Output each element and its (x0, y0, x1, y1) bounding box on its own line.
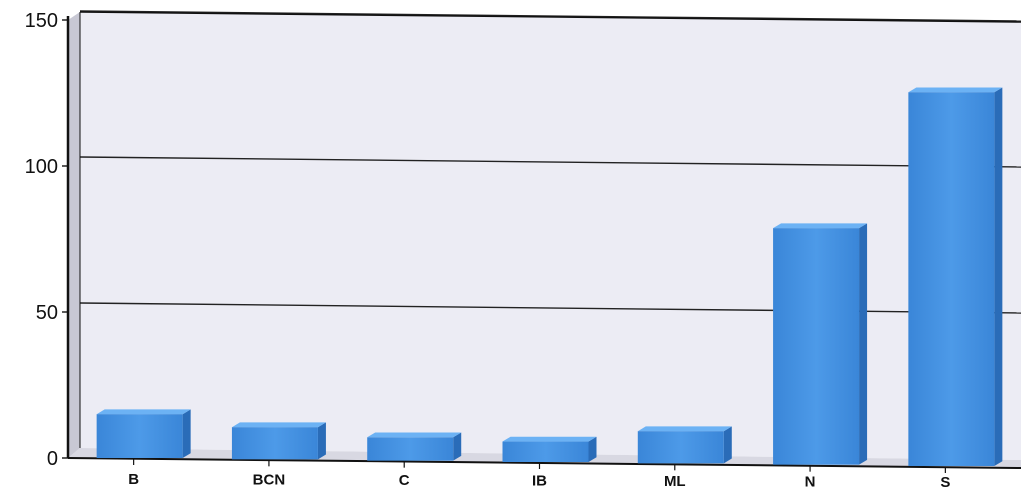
x-tick-label-N: N (805, 474, 816, 491)
bar-ML (637, 426, 732, 464)
x-axis-line (67, 457, 1021, 469)
x-tick-label-C: C (399, 472, 410, 489)
bar-B (96, 409, 191, 458)
y-tick-label: 100 (25, 156, 58, 178)
plot-back-wall (80, 12, 1021, 460)
bar-side (859, 223, 868, 465)
gridline (79, 10, 1021, 22)
x-tick-label-IB: IB (532, 473, 547, 490)
bar-BCN (231, 422, 326, 460)
bar-front (908, 92, 995, 467)
bar-front (367, 437, 454, 461)
bar-top (773, 223, 868, 229)
bar-IB (502, 436, 597, 462)
bar-C (367, 432, 462, 461)
y-tick-label: 150 (25, 10, 58, 32)
bar-top (96, 409, 191, 415)
bar-side (723, 426, 732, 464)
bar-side (588, 436, 597, 462)
x-tick-label-BCN: BCN (253, 472, 286, 489)
gridline (79, 156, 1021, 168)
bar-top (502, 436, 597, 442)
bar-front (773, 228, 860, 465)
x-tick-label-B: B (128, 471, 139, 488)
y-tick-label: 0 (47, 448, 58, 470)
x-tick-label-S: S (940, 474, 950, 491)
bar-front (96, 414, 183, 458)
bar-top (231, 422, 326, 428)
bar-side (317, 422, 326, 460)
bar-front (502, 441, 589, 462)
bar-side (453, 432, 462, 461)
bar-top (637, 426, 732, 432)
bar-front (231, 427, 318, 460)
y-tick-label: 50 (36, 302, 58, 324)
x-tick-label-ML: ML (664, 473, 686, 490)
bar-top (367, 432, 462, 438)
bar-N (773, 223, 868, 465)
plot-top-edge (79, 11, 1021, 23)
bar-side (182, 409, 191, 458)
plot-side-wall (68, 12, 80, 458)
bar-front (637, 431, 724, 464)
bar-S (908, 87, 1003, 467)
bar-top (908, 87, 1003, 93)
bar-side (994, 87, 1003, 466)
